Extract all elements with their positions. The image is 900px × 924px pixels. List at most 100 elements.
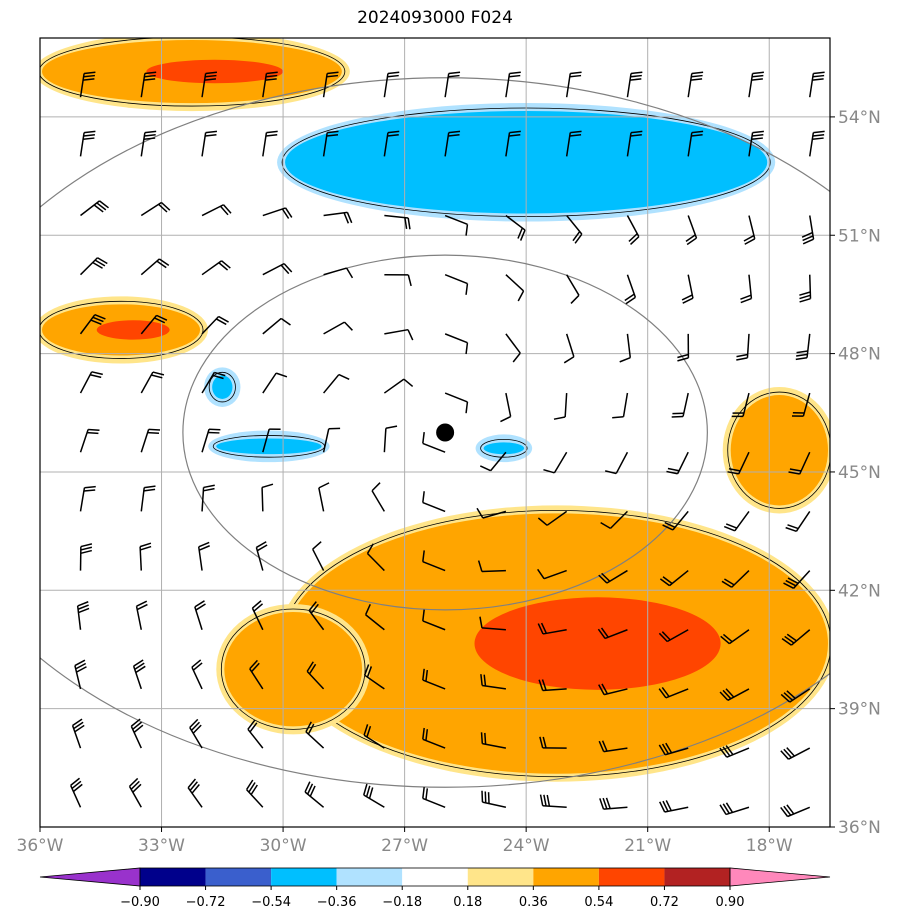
wind-barb (262, 428, 281, 453)
wind-barb (422, 727, 446, 749)
wind-barb (383, 71, 400, 98)
wind-barb (444, 130, 461, 157)
x-tick-label: 27°W (381, 836, 428, 856)
wind-barb (383, 425, 398, 453)
wind-barb (308, 601, 325, 631)
wind-barb (537, 568, 567, 580)
wind-barb (422, 550, 446, 572)
wind-barb (444, 333, 469, 355)
colorbar-tick-label: 0.54 (584, 895, 613, 910)
x-tick-label: 36°W (17, 836, 64, 856)
wind-barb (480, 732, 507, 749)
wind-barb (80, 200, 109, 217)
wind-barb (262, 38, 264, 39)
wind-barb (538, 679, 567, 692)
wind-barb (598, 569, 628, 584)
wind-barb (539, 794, 567, 809)
neg-region-w-strip-core (216, 438, 322, 455)
wind-barb (312, 541, 325, 571)
neg-region-small-2-core (483, 442, 525, 455)
wind-barb (599, 797, 628, 810)
wind-barb (619, 333, 632, 363)
wind-barb (719, 802, 750, 816)
wind-barb (384, 38, 386, 39)
pos-region-sw-blob-core (224, 612, 363, 727)
colorbar-tick-label: −0.18 (382, 895, 422, 910)
wind-barb (719, 688, 750, 701)
x-tick-label: 30°W (260, 836, 307, 856)
wind-barb (801, 215, 815, 245)
colorbar-tick-label: 0.18 (453, 895, 482, 910)
y-tick-label: 42°N (838, 581, 881, 601)
wind-barb (422, 609, 446, 631)
neg-region-small-2-contour (480, 438, 528, 458)
wind-barb (565, 71, 582, 98)
wind-barb (539, 736, 567, 749)
wind-barb (323, 38, 325, 39)
wind-barb (422, 787, 446, 808)
x-tick-label: 18°W (746, 836, 793, 856)
colorbar-segment (271, 868, 337, 886)
center-dot (436, 423, 455, 442)
wind-barb (189, 718, 203, 749)
wind-barb (201, 71, 218, 98)
colorbar-segment (467, 868, 534, 886)
wind-barb (323, 267, 354, 279)
wind-barb (71, 718, 85, 749)
wind-barb (261, 483, 274, 512)
wind-barb (255, 541, 268, 571)
wind-barb (597, 627, 628, 640)
pos-region-n-edge-contour (40, 38, 346, 107)
colorbar-tick-label: 0.36 (519, 895, 548, 910)
wind-barb (140, 130, 157, 157)
pos-region-e-blob-core (730, 395, 828, 506)
wind-barb (191, 659, 203, 690)
wind-barb (480, 674, 507, 690)
wind-barb (444, 392, 469, 414)
wind-barb (140, 71, 157, 98)
wind-barb (479, 451, 507, 472)
colorbar-segment (205, 868, 272, 886)
y-tick-label: 36°N (838, 818, 881, 838)
wind-barb (505, 274, 525, 302)
wind-barb (748, 71, 764, 98)
wind-barb (791, 392, 811, 417)
x-tick-label: 24°W (503, 836, 550, 856)
wind-barb (743, 215, 756, 245)
wind-barb (80, 38, 82, 39)
wind-barb (422, 491, 446, 513)
wind-barb (262, 317, 291, 335)
wind-barb (444, 274, 469, 295)
wind-barb (537, 622, 567, 635)
wind-barb (505, 130, 521, 157)
wind-barb (322, 427, 341, 453)
wind-barb (740, 274, 753, 304)
colorbar-segment (336, 868, 403, 886)
wind-barb (422, 432, 446, 453)
wind-barb (201, 204, 232, 217)
pos-region-n-edge-peak (146, 59, 284, 84)
wind-barb (783, 570, 811, 589)
wind-barb (505, 333, 521, 363)
wind-barb (323, 211, 353, 224)
wind-barb (748, 38, 750, 39)
wind-barb (262, 262, 293, 276)
wind-barb (74, 659, 87, 690)
colorbar-tick-label: −0.90 (120, 895, 160, 910)
wind-barb (304, 781, 325, 808)
wind-barb (141, 38, 143, 39)
wind-barb (251, 600, 264, 631)
wind-barb (201, 484, 215, 512)
wind-barb (626, 215, 640, 245)
wind-barb (201, 260, 231, 276)
wind-barb (780, 747, 811, 760)
chart-title: 2024093000 F024 (357, 8, 513, 28)
y-tick-label: 39°N (838, 700, 881, 720)
wind-barb (363, 664, 385, 690)
colorbar-segment (533, 868, 599, 886)
wind-barb (626, 130, 643, 157)
wind-barb (780, 688, 811, 703)
wind-barb (201, 315, 229, 335)
wind-barb (384, 214, 411, 230)
wind-barb (79, 71, 96, 98)
